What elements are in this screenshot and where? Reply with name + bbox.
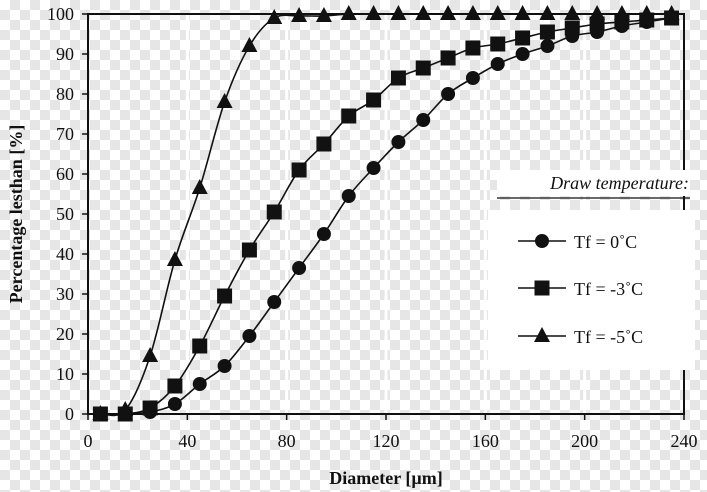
data-point-1-15 <box>465 40 481 56</box>
data-point-2-21 <box>613 5 630 20</box>
data-point-2-8 <box>291 7 308 22</box>
legend-title-box <box>497 170 690 196</box>
y-tick-label-100: 100 <box>47 4 74 24</box>
legend-marker-0 <box>535 234 549 248</box>
data-point-2-2 <box>142 347 159 362</box>
data-point-0-13 <box>416 113 431 127</box>
data-point-1-18 <box>539 24 555 40</box>
data-point-1-20 <box>589 16 605 32</box>
data-point-0-14 <box>441 87 456 101</box>
data-point-1-6 <box>241 242 257 258</box>
data-point-0-12 <box>391 135 406 149</box>
y-tick-label-10: 10 <box>56 364 74 384</box>
series-group <box>92 5 680 422</box>
y-tick-label-20: 20 <box>56 324 74 344</box>
data-point-1-8 <box>291 162 307 178</box>
data-point-2-4 <box>191 179 208 194</box>
data-point-2-13 <box>415 5 432 20</box>
data-point-2-6 <box>241 37 258 52</box>
data-point-2-22 <box>638 5 655 20</box>
data-point-1-4 <box>192 338 208 354</box>
data-point-2-1 <box>117 401 134 416</box>
x-tick-label-200: 200 <box>571 431 598 451</box>
data-point-1-10 <box>341 108 357 124</box>
data-point-1-3 <box>167 378 183 394</box>
y-tick-label-30: 30 <box>56 284 74 304</box>
data-point-0-11 <box>366 161 381 175</box>
x-tick-label-120: 120 <box>373 431 400 451</box>
data-point-0-6 <box>242 329 257 343</box>
data-point-2-9 <box>315 7 332 22</box>
data-point-2-12 <box>390 5 407 20</box>
data-point-2-18 <box>539 5 556 20</box>
x-tick-label-0: 0 <box>84 431 93 451</box>
data-point-1-9 <box>316 136 332 152</box>
y-tick-label-40: 40 <box>56 244 74 264</box>
data-point-2-7 <box>266 9 283 24</box>
y-tick-label-0: 0 <box>65 404 74 424</box>
data-point-2-3 <box>166 251 183 266</box>
data-point-2-23 <box>663 5 680 20</box>
data-point-1-17 <box>515 30 531 46</box>
data-point-2-19 <box>564 5 581 20</box>
data-point-1-16 <box>490 36 506 52</box>
data-point-0-5 <box>217 359 232 373</box>
data-point-0-16 <box>490 57 505 71</box>
data-point-0-3 <box>167 397 182 411</box>
data-point-1-13 <box>415 60 431 76</box>
data-point-0-4 <box>192 377 207 391</box>
x-tick-label-240: 240 <box>671 431 698 451</box>
y-tick-label-60: 60 <box>56 164 74 184</box>
data-point-2-20 <box>589 5 606 20</box>
data-point-1-19 <box>564 20 580 36</box>
y-tick-label-70: 70 <box>56 124 74 144</box>
y-tick-label-90: 90 <box>56 44 74 64</box>
x-tick-label-160: 160 <box>472 431 499 451</box>
legend-label-2: Tf = -5˚C <box>574 327 643 347</box>
tick-labels: 0 10 20 30 40 50 60 70 80 90 100 0 40 80 120 160 200 240 <box>47 4 698 451</box>
data-point-0-18 <box>540 39 555 53</box>
data-point-2-17 <box>514 5 531 20</box>
legend-label-0: Tf = 0˚C <box>574 232 637 252</box>
y-tick-label-50: 50 <box>56 204 74 224</box>
y-tick-label-80: 80 <box>56 84 74 104</box>
data-point-2-0 <box>92 405 109 420</box>
x-tick-label-40: 40 <box>178 431 196 451</box>
data-point-0-15 <box>465 71 480 85</box>
series-0 <box>93 11 679 421</box>
data-point-0-8 <box>292 261 307 275</box>
data-point-1-12 <box>390 70 406 86</box>
data-point-0-9 <box>316 227 331 241</box>
data-point-2-14 <box>440 5 457 20</box>
data-point-0-7 <box>267 295 282 309</box>
data-point-1-14 <box>440 50 456 66</box>
legend-box <box>488 210 695 370</box>
legend-marker-2 <box>534 327 550 342</box>
data-point-2-11 <box>365 5 382 20</box>
legend-entries: Tf = 0˚C Tf = -3˚C Tf = -5˚C <box>518 232 643 347</box>
data-point-2-10 <box>340 5 357 20</box>
x-axis-title: Diameter [µm] <box>329 468 442 488</box>
legend: Draw temperature: Tf = 0˚CTf = -3˚CTf = … <box>488 170 695 370</box>
data-point-0-10 <box>341 189 356 203</box>
data-point-2-5 <box>216 93 233 108</box>
data-point-2-15 <box>464 5 481 20</box>
x-tick-label-80: 80 <box>278 431 296 451</box>
data-point-2-16 <box>489 5 506 20</box>
legend-title: Draw temperature: <box>549 173 689 193</box>
y-axis-title: Percentage lesthan [%] <box>6 125 26 304</box>
data-point-1-2 <box>142 400 158 416</box>
legend-label-1: Tf = -3˚C <box>574 279 643 299</box>
data-point-1-11 <box>366 92 382 108</box>
data-point-1-5 <box>217 288 233 304</box>
data-point-0-17 <box>515 47 530 61</box>
data-point-1-7 <box>266 204 282 220</box>
legend-marker-1 <box>534 280 550 296</box>
series-2 <box>92 5 680 420</box>
